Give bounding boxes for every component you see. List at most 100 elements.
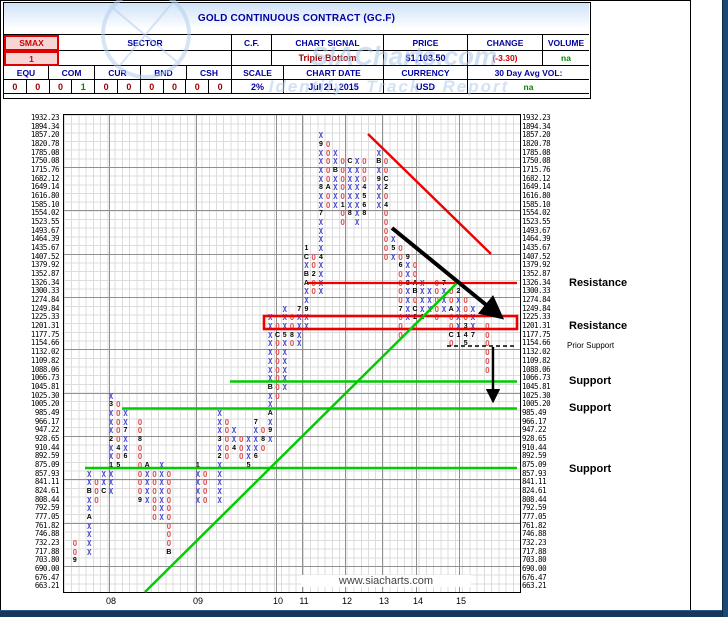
equ-label: EQU bbox=[16, 67, 36, 78]
pnf-month-marker: 4 bbox=[318, 253, 323, 261]
price-tick-right: 1820.78 bbox=[522, 139, 551, 149]
change-value-cell: (-3.30) bbox=[468, 51, 543, 66]
pnf-month-marker: A bbox=[325, 184, 331, 192]
csh-label: CSH bbox=[200, 67, 218, 78]
avgvol-value: na bbox=[523, 81, 534, 92]
price-tick-right: 875.09 bbox=[522, 459, 547, 469]
asset-class-digit: 0 bbox=[95, 80, 118, 94]
price-tick-left: 1274.84 bbox=[30, 295, 60, 305]
pnf-o-box: O bbox=[311, 252, 316, 262]
pnf-o-box: O bbox=[202, 495, 208, 505]
pnf-o-box: O bbox=[325, 157, 331, 167]
pnf-month-marker: 9 bbox=[72, 557, 77, 565]
price-tick-right: 1201.31 bbox=[522, 321, 551, 331]
pnf-month-marker: 1 bbox=[304, 245, 309, 253]
year-label-09: 09 bbox=[192, 596, 203, 606]
avgvol-header-cell: 30 Day Avg VOL: bbox=[468, 66, 589, 80]
annotation-support: Support bbox=[569, 463, 612, 475]
price-tick-left: 1493.67 bbox=[30, 225, 60, 235]
pnf-month-marker: 3 bbox=[109, 401, 113, 409]
price-tick-right: 808.44 bbox=[522, 494, 547, 504]
pnf-x-box: X bbox=[108, 408, 114, 418]
asset-class-digit: 1 bbox=[72, 80, 96, 94]
scale-header-cell: SCALE bbox=[232, 66, 284, 80]
bnd-label: BND bbox=[154, 67, 173, 78]
cur-header-cell: CUR bbox=[95, 66, 141, 80]
pnf-month-marker: 2 bbox=[311, 271, 316, 279]
pnf-o-box: O bbox=[116, 400, 121, 410]
pnf-x-box: X bbox=[108, 452, 114, 462]
price-tick-left: 690.00 bbox=[34, 563, 60, 573]
grid-price-line bbox=[64, 565, 520, 567]
pnf-o-box: O bbox=[224, 452, 230, 462]
pnf-x-box: X bbox=[354, 174, 360, 184]
chart-date-header-cell: CHART DATE bbox=[284, 66, 384, 80]
price-tick-left: 1177.75 bbox=[30, 329, 60, 339]
pnf-o-box: O bbox=[116, 452, 121, 462]
smax-header-cell: SMAX bbox=[4, 35, 59, 51]
price-tick-left: 966.17 bbox=[34, 416, 60, 426]
annotation-support: Support bbox=[569, 402, 612, 414]
avgvol-value-cell: na bbox=[468, 80, 589, 94]
pnf-x-box: X bbox=[87, 495, 92, 505]
price-tick-right: 1249.84 bbox=[522, 303, 551, 313]
price-tick-left: 1201.31 bbox=[30, 321, 60, 331]
pnf-o-box: O bbox=[340, 157, 345, 167]
price-tick-right: 966.17 bbox=[522, 416, 547, 426]
pnf-o-box: O bbox=[412, 270, 418, 280]
price-tick-right: 1326.34 bbox=[522, 277, 551, 287]
pnf-x-box: X bbox=[376, 148, 382, 158]
pnf-x-box: X bbox=[354, 218, 360, 228]
price-tick-right: 777.05 bbox=[522, 511, 547, 521]
chart-signal-value: Triple Bottom bbox=[298, 53, 357, 63]
pnf-month-marker: 7 bbox=[470, 331, 475, 339]
price-tick-right: 663.21 bbox=[522, 581, 547, 591]
price-tick-left: 1407.52 bbox=[30, 251, 60, 261]
chart-title: GOLD CONTINUOUS CONTRACT (GC.F) bbox=[197, 13, 396, 24]
pnf-o-box: O bbox=[340, 166, 345, 176]
pnf-x-box: X bbox=[347, 166, 353, 176]
pnf-x-box: X bbox=[267, 400, 273, 410]
price-tick-right: 1407.52 bbox=[522, 251, 551, 261]
pnf-x-box: X bbox=[318, 226, 324, 236]
pnf-o-box: O bbox=[383, 166, 389, 176]
price-tick-left: 892.59 bbox=[34, 451, 60, 461]
pnf-month-marker: C bbox=[383, 175, 389, 183]
price-tick-left: 910.44 bbox=[34, 442, 60, 452]
price-tick-right: 1088.06 bbox=[522, 364, 551, 374]
chart-date-value-cell: Jul 21, 2015 bbox=[284, 80, 384, 94]
pnf-month-marker: 7 bbox=[318, 210, 323, 218]
grid-price-line bbox=[64, 435, 520, 437]
grid-price-line bbox=[64, 479, 520, 481]
price-tick-left: 1435.67 bbox=[30, 243, 60, 253]
currency-label: CURRENCY bbox=[401, 67, 450, 78]
grid-year-line bbox=[196, 115, 197, 592]
pnf-x-box: X bbox=[470, 322, 476, 332]
pnf-x-box: X bbox=[333, 174, 338, 184]
price-tick-left: 1857.20 bbox=[30, 130, 60, 140]
avgvol-label: 30 Day Avg VOL: bbox=[494, 67, 563, 78]
price-tick-right: 1464.39 bbox=[522, 234, 551, 244]
pnf-x-box: X bbox=[108, 469, 114, 479]
pnf-o-box: O bbox=[137, 469, 143, 479]
currency-value: USD bbox=[415, 81, 435, 92]
pnf-month-marker: 5 bbox=[463, 340, 468, 348]
smax-value: 1 bbox=[29, 53, 34, 64]
window-right-scrollbar[interactable] bbox=[722, 0, 728, 617]
price-tick-right: 792.59 bbox=[522, 503, 547, 513]
pnf-o-box: O bbox=[137, 443, 143, 453]
pnf-x-box: X bbox=[217, 495, 222, 505]
asset-class-digit: 0 bbox=[4, 80, 27, 94]
price-tick-right: 690.00 bbox=[522, 563, 547, 573]
smax-value-cell: 1 bbox=[4, 51, 59, 66]
price-tick-right: 1109.82 bbox=[522, 355, 551, 365]
pnf-month-marker: 4 bbox=[362, 184, 367, 192]
pnf-o-box: O bbox=[325, 192, 331, 202]
price-tick-right: 676.47 bbox=[522, 572, 547, 582]
pnf-x-box: X bbox=[318, 148, 324, 158]
price-tick-left: 1154.66 bbox=[30, 338, 60, 348]
pnf-x-box: X bbox=[318, 200, 324, 210]
price-tick-right: 732.23 bbox=[522, 537, 547, 547]
pnf-x-box: X bbox=[318, 157, 324, 167]
price-tick-left: 928.65 bbox=[34, 433, 60, 443]
